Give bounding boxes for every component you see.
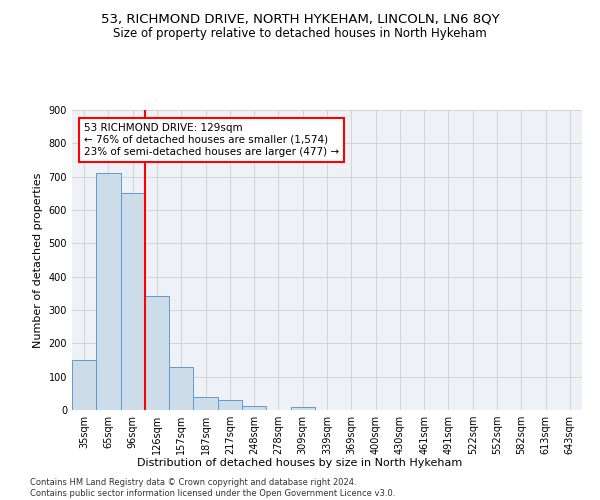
Bar <box>169 368 193 410</box>
Bar <box>72 360 96 410</box>
Text: 53 RICHMOND DRIVE: 129sqm
← 76% of detached houses are smaller (1,574)
23% of se: 53 RICHMOND DRIVE: 129sqm ← 76% of detac… <box>84 124 339 156</box>
Text: Distribution of detached houses by size in North Hykeham: Distribution of detached houses by size … <box>137 458 463 468</box>
Bar <box>290 406 315 410</box>
Text: Contains HM Land Registry data © Crown copyright and database right 2024.
Contai: Contains HM Land Registry data © Crown c… <box>30 478 395 498</box>
Bar <box>121 192 145 410</box>
Bar <box>145 296 169 410</box>
Bar <box>242 406 266 410</box>
Bar <box>218 400 242 410</box>
Text: 53, RICHMOND DRIVE, NORTH HYKEHAM, LINCOLN, LN6 8QY: 53, RICHMOND DRIVE, NORTH HYKEHAM, LINCO… <box>101 12 499 26</box>
Bar <box>193 396 218 410</box>
Text: Size of property relative to detached houses in North Hykeham: Size of property relative to detached ho… <box>113 28 487 40</box>
Bar <box>96 173 121 410</box>
Y-axis label: Number of detached properties: Number of detached properties <box>33 172 43 348</box>
